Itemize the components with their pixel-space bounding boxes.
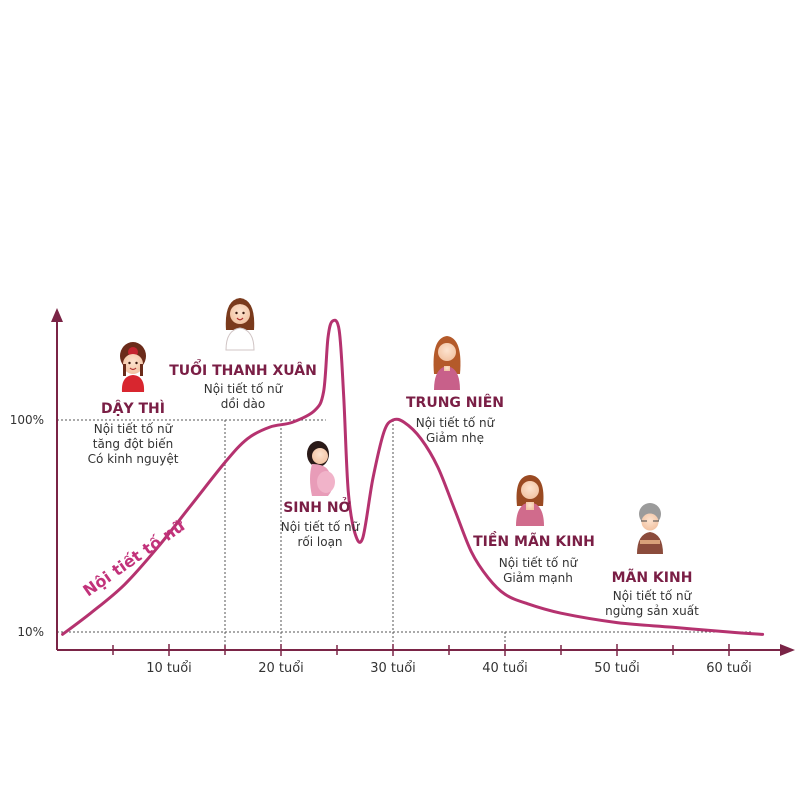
stage-trung-nien: TRUNG NIÊN Nội tiết tố nữ Giảm nhẹ bbox=[406, 394, 504, 445]
hormone-curve bbox=[61, 318, 765, 636]
stage-title: SINH NỞ bbox=[283, 497, 351, 516]
y-ticks: 10% 100% bbox=[10, 413, 44, 639]
curve-label: Nội tiết tố nữ bbox=[79, 516, 188, 601]
stage-desc-line: dồi dào bbox=[221, 397, 265, 411]
x-tick-label: 10 tuổi bbox=[146, 661, 192, 676]
stage-sinh-no: SINH NỞ Nội tiết tố nữ rối loạn bbox=[281, 497, 361, 549]
stage-desc-line: tăng đột biến bbox=[93, 437, 174, 451]
young-woman-illustration bbox=[225, 298, 255, 351]
stage-title: MÃN KINH bbox=[612, 569, 693, 586]
stage-title: TUỔI THANH XUÂN bbox=[169, 359, 317, 379]
pregnant-woman-illustration bbox=[307, 441, 335, 496]
stage-desc-line: Giảm nhẹ bbox=[426, 431, 484, 445]
stage-desc-line: ngừng sản xuất bbox=[605, 604, 699, 618]
guide-lines bbox=[57, 419, 752, 650]
stage-desc-line: Nội tiết tố nữ bbox=[204, 382, 284, 396]
stage-title: TRUNG NIÊN bbox=[406, 394, 504, 411]
y-axis-arrow bbox=[51, 308, 63, 322]
stage-desc-line: Nội tiết tố nữ bbox=[613, 589, 693, 603]
x-tick-label: 60 tuổi bbox=[706, 661, 752, 676]
stage-tuoi-thanh-xuan: TUỔI THANH XUÂN Nội tiết tố nữ dồi dào bbox=[169, 359, 317, 411]
stage-man-kinh: MÃN KINH Nội tiết tố nữ ngừng sản xuất bbox=[605, 569, 699, 618]
stage-desc-line: rối loạn bbox=[297, 535, 342, 549]
x-ticks: 10 tuổi 20 tuổi 30 tuổi 40 tuổi 50 tuổi 60 tu… bbox=[112, 644, 752, 676]
x-axis-arrow bbox=[780, 644, 795, 656]
x-tick-label: 30 tuổi bbox=[370, 661, 416, 676]
axes bbox=[51, 308, 795, 656]
stage-desc-line: Nội tiết tố nữ bbox=[94, 422, 174, 436]
stage-desc-line: Giảm mạnh bbox=[503, 571, 573, 585]
stage-tien-man-kinh: TIỀN MÃN KINH Nội tiết tố nữ Giảm mạnh bbox=[473, 531, 595, 585]
stage-title: TIỀN MÃN KINH bbox=[473, 531, 595, 550]
elderly-woman-illustration bbox=[637, 503, 663, 554]
stage-title: DẬY THÌ bbox=[101, 399, 165, 417]
stage-day-thi: DẬY THÌ Nội tiết tố nữ tăng đột biến Có … bbox=[88, 399, 179, 466]
middle-aged-woman-illustration bbox=[433, 336, 461, 390]
teen-girl-illustration bbox=[120, 342, 146, 392]
x-tick-label: 50 tuổi bbox=[594, 661, 640, 676]
premenopause-woman-illustration bbox=[516, 475, 544, 526]
stage-desc-line: Có kinh nguyệt bbox=[88, 452, 179, 466]
y-tick-label: 100% bbox=[10, 413, 44, 427]
stage-desc-line: Nội tiết tố nữ bbox=[499, 556, 579, 570]
stage-desc-line: Nội tiết tố nữ bbox=[416, 416, 496, 430]
y-tick-label: 10% bbox=[17, 625, 44, 639]
x-tick-label: 40 tuổi bbox=[482, 661, 528, 676]
x-tick-label: 20 tuổi bbox=[258, 661, 304, 676]
stage-desc-line: Nội tiết tố nữ bbox=[281, 520, 361, 534]
